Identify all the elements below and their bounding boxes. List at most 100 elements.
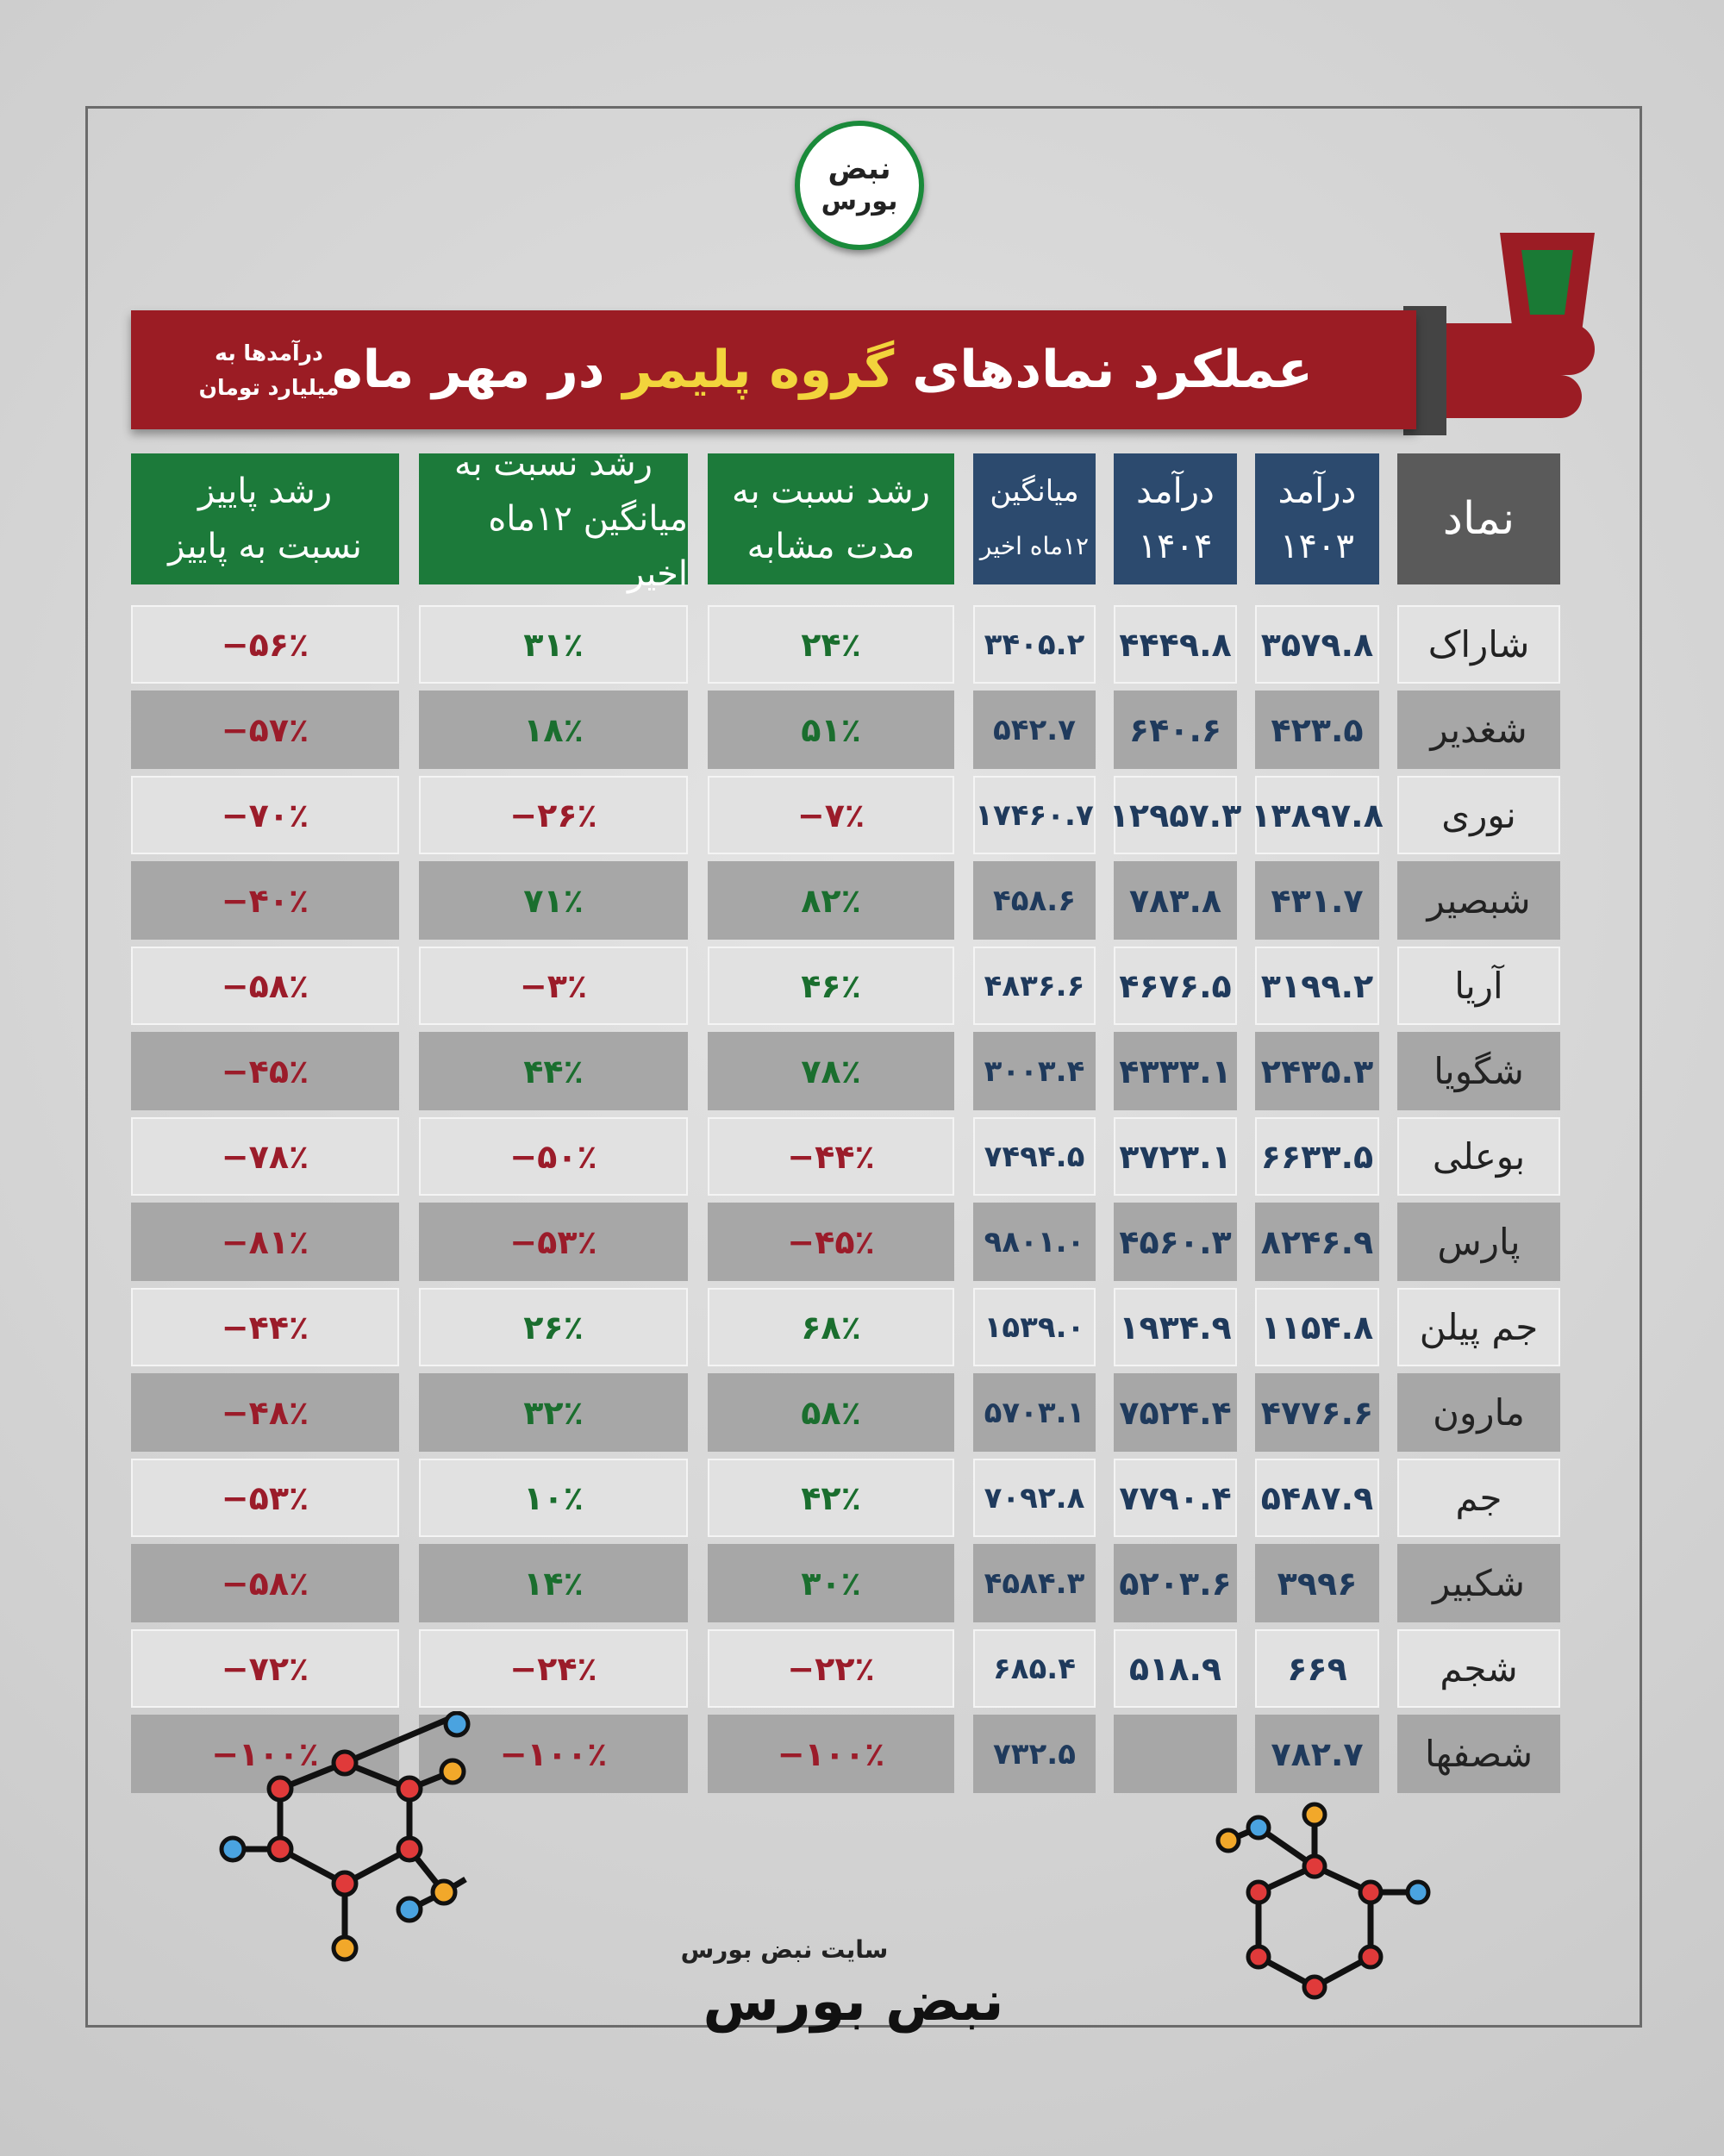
value-cell: ۵۴۲.۷: [973, 691, 1096, 769]
value-cell: ۶۶۳۳.۵: [1255, 1117, 1379, 1196]
column-header: رشد پاییز نسبت به پاییز: [131, 453, 399, 584]
value-cell: ۳۰٪: [708, 1544, 954, 1622]
value-cell: ۴۵۸۴.۳: [973, 1544, 1096, 1622]
value-cell: −۵۳٪: [419, 1203, 688, 1281]
footer-brand: نبض بورس: [703, 1970, 1004, 2034]
value-cell: ۴۳۳۳.۱: [1114, 1032, 1237, 1110]
header-line: مدت مشابه: [746, 527, 915, 566]
symbol-cell: شگویا: [1397, 1032, 1560, 1110]
value-cell: ۵۲۰۳.۶: [1114, 1544, 1237, 1622]
value-cell: −۴۸٪: [131, 1373, 399, 1452]
header-line: نسبت به پاییز: [168, 527, 362, 566]
value-cell: −۵۸٪: [131, 1544, 399, 1622]
value-cell: −۴۵٪: [708, 1203, 954, 1281]
value-cell: ۶۴۰.۶: [1114, 691, 1237, 769]
symbol-cell: شصفها: [1397, 1715, 1560, 1793]
value-cell: ۴۴٪: [419, 1032, 688, 1110]
value-cell: ۳۹۹۶: [1255, 1544, 1379, 1622]
header-line: رشد پاییز: [197, 472, 333, 511]
molecule-icon: [1215, 1802, 1431, 2000]
value-cell: −۷٪: [708, 776, 954, 854]
value-cell: ۴۳۱.۷: [1255, 861, 1379, 940]
value-cell: ۶۶۹: [1255, 1629, 1379, 1708]
value-cell: −۱۰۰٪: [708, 1715, 954, 1793]
value-cell: ۲۴٪: [708, 605, 954, 684]
symbol-cell: جم: [1397, 1459, 1560, 1537]
value-cell: ۵۸٪: [708, 1373, 954, 1452]
column-header: درآمد ۱۴۰۳: [1255, 453, 1379, 584]
value-cell: −۴۴٪: [131, 1288, 399, 1366]
value-cell: −۲۶٪: [419, 776, 688, 854]
header-line: رشد نسبت به: [454, 444, 653, 484]
value-cell: ۳۵۷۹.۸: [1255, 605, 1379, 684]
symbol-cell: آریا: [1397, 947, 1560, 1025]
symbol-cell: جم پیلن: [1397, 1288, 1560, 1366]
value-cell: ۱۹۳۴.۹: [1114, 1288, 1237, 1366]
value-cell: ۱۸٪: [419, 691, 688, 769]
value-cell: −۵۰٪: [419, 1117, 688, 1196]
value-cell: −۴۰٪: [131, 861, 399, 940]
value-cell: ۷۸۳.۸: [1114, 861, 1237, 940]
symbol-cell: مارون: [1397, 1373, 1560, 1452]
value-cell: ۱۲۹۵۷.۳: [1109, 776, 1241, 854]
value-cell: −۷۰٪: [131, 776, 399, 854]
value-cell: −۳٪: [419, 947, 688, 1025]
header-line: ۱۴۰۳: [1280, 527, 1354, 566]
header-line: درآمد: [1277, 472, 1357, 511]
value-cell: −۴۵٪: [131, 1032, 399, 1110]
value-cell: ۶۸۵.۴: [973, 1629, 1096, 1708]
value-cell: ۸۲۴۶.۹: [1255, 1203, 1379, 1281]
value-cell: −۲۲٪: [708, 1629, 954, 1708]
value-cell: ۳۱۹۹.۲: [1255, 947, 1379, 1025]
value-cell: ۱۱۵۴.۸: [1255, 1288, 1379, 1366]
value-cell: −۵۷٪: [131, 691, 399, 769]
value-cell: ۴۵۶۰.۳: [1114, 1203, 1237, 1281]
value-cell: −۷۸٪: [131, 1117, 399, 1196]
value-cell: ۹۸۰۱.۰: [973, 1203, 1096, 1281]
header-line: ۱۴۰۴: [1138, 527, 1213, 566]
logo: نبض بورس: [795, 121, 924, 250]
value-cell: ۴۲٪: [708, 1459, 954, 1537]
value-cell: ۴۸۳۶.۶: [973, 947, 1096, 1025]
value-cell: −۷۲٪: [131, 1629, 399, 1708]
value-cell: ۷۵۲۴.۴: [1114, 1373, 1237, 1452]
logo-text: بورس: [821, 186, 898, 216]
value-cell: ۷۸٪: [708, 1032, 954, 1110]
logo-text: نبض: [828, 152, 891, 186]
value-cell: ۸۲٪: [708, 861, 954, 940]
value-cell: ۵۱٪: [708, 691, 954, 769]
value-cell: ۷۴۹۴.۵: [973, 1117, 1096, 1196]
symbol-cell: شجم: [1397, 1629, 1560, 1708]
value-cell: ۵۴۸۷.۹: [1255, 1459, 1379, 1537]
value-cell: [1114, 1715, 1237, 1793]
symbol-cell: پارس: [1397, 1203, 1560, 1281]
value-cell: −۲۴٪: [419, 1629, 688, 1708]
value-cell: ۳۲٪: [419, 1373, 688, 1452]
title-part: در مهر ماه: [332, 340, 605, 400]
symbol-cell: شاراک: [1397, 605, 1560, 684]
value-cell: ۳۴۰۵.۲: [973, 605, 1096, 684]
molecule-icon: [219, 1711, 471, 1962]
value-cell: ۷۷۹۰.۴: [1114, 1459, 1237, 1537]
symbol-cell: شکبیر: [1397, 1544, 1560, 1622]
header-line: میانگین ۱۲ماه اخیر: [488, 499, 688, 594]
symbol-cell: نوری: [1397, 776, 1560, 854]
hand-icon: [1403, 233, 1595, 435]
value-cell: ۴۴۴۹.۸: [1114, 605, 1237, 684]
header-line: میانگین: [990, 474, 1079, 509]
title-highlight: گروه پلیمر: [622, 340, 895, 400]
column-header: درآمد ۱۴۰۴: [1114, 453, 1237, 584]
header-line: ۱۲ماه اخیر: [979, 532, 1090, 560]
value-cell: ۴۵۸.۶: [973, 861, 1096, 940]
column-header: رشد نسبت به مدت مشابه: [708, 453, 954, 584]
symbol-cell: بوعلی: [1397, 1117, 1560, 1196]
symbol-cell: شغدیر: [1397, 691, 1560, 769]
value-cell: ۷۰۹۲.۸: [973, 1459, 1096, 1537]
note-line: میلیارد تومان: [198, 375, 340, 400]
value-cell: ۴۷۷۶.۶: [1255, 1373, 1379, 1452]
column-header: نماد: [1397, 453, 1560, 584]
frame: [85, 106, 1642, 2028]
value-cell: −۵۳٪: [131, 1459, 399, 1537]
value-cell: ۳۷۲۳.۱: [1114, 1117, 1237, 1196]
value-cell: ۱۷۴۶۰.۷: [973, 776, 1096, 854]
